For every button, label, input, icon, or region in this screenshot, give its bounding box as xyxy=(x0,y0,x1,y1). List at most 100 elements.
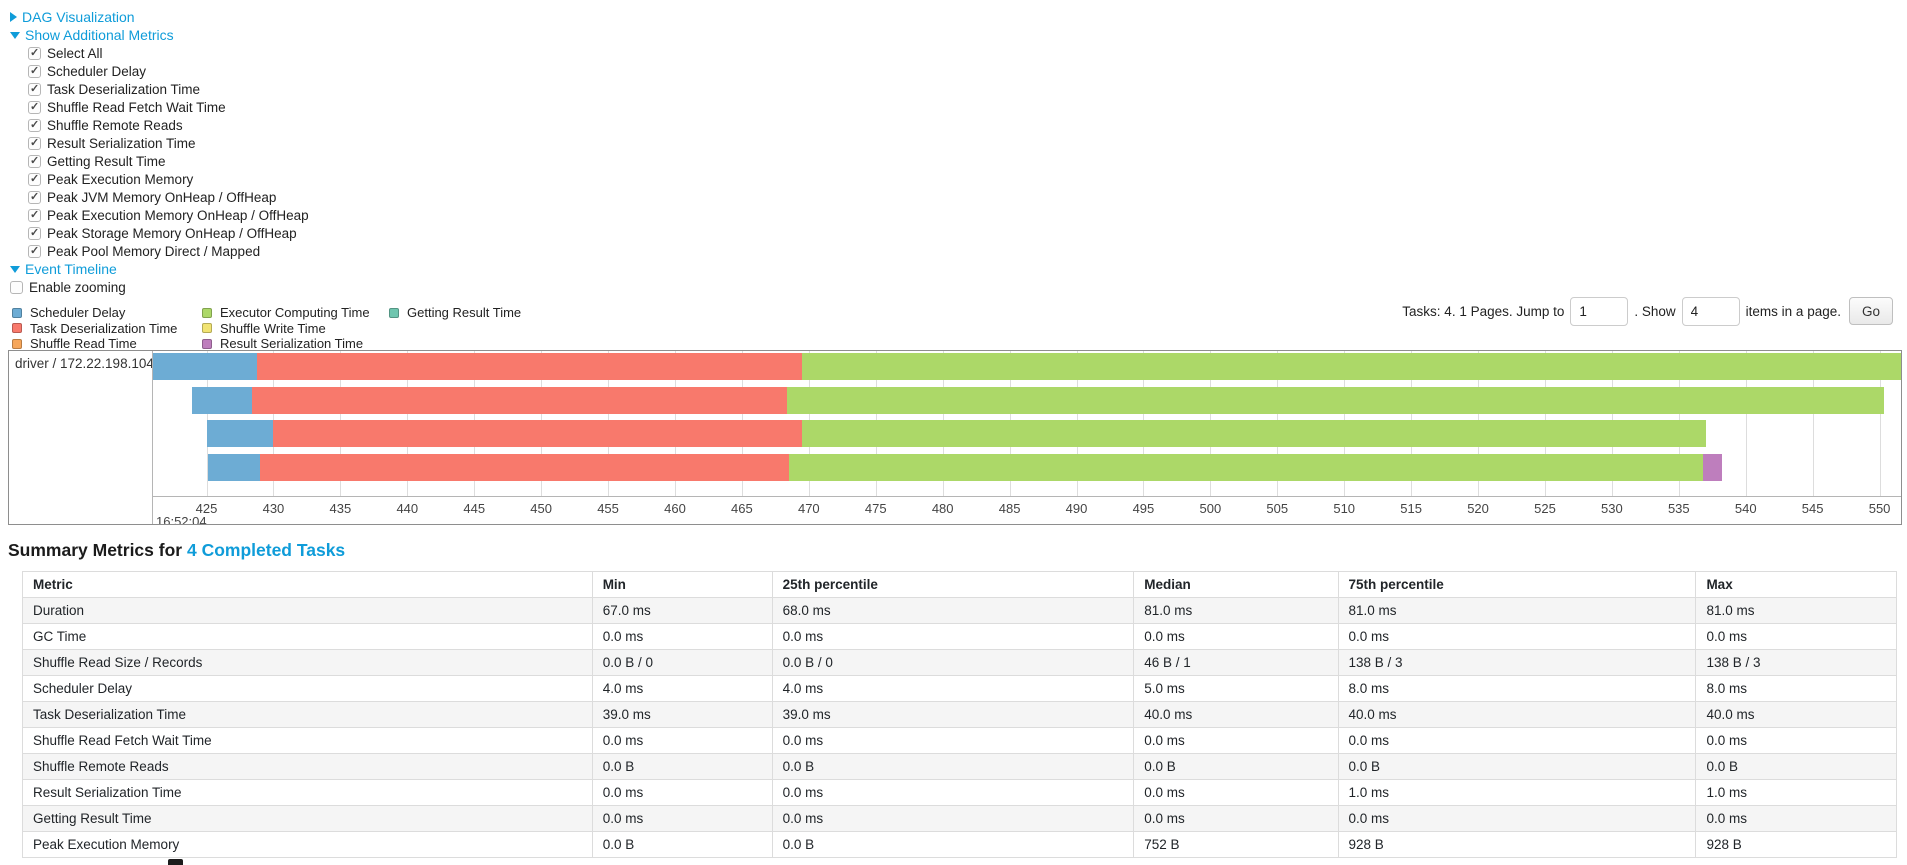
table-row: Duration 67.0 ms 68.0 ms 81.0 ms 81.0 ms 81.0… xyxy=(22,597,1897,624)
axis-tick-label: 515 xyxy=(1400,501,1422,516)
metric-value-cell: 138 B / 3 xyxy=(1337,649,1697,676)
axis-major-time-label: 16:52:04 xyxy=(156,514,207,524)
task-bar-result-serialization-segment xyxy=(1702,453,1722,481)
axis-tick-label: 435 xyxy=(329,501,352,516)
column-header: Max xyxy=(1695,571,1897,598)
task-bar-task-deserialization-segment xyxy=(252,386,788,414)
task-bar-scheduler-delay-segment xyxy=(191,386,253,414)
metric-checkbox[interactable] xyxy=(28,136,41,150)
metric-checkbox-row: Scheduler Delay xyxy=(28,62,309,80)
metric-value-cell: 39.0 ms xyxy=(591,701,773,728)
metric-checkbox-label: Getting Result Time xyxy=(47,153,166,169)
axis-tick-label: 520 xyxy=(1467,501,1489,516)
metric-value-cell: 81.0 ms xyxy=(1337,597,1697,624)
metric-checkbox-label: Peak Storage Memory OnHeap / OffHeap xyxy=(47,225,297,241)
metric-value-cell: 0.0 ms xyxy=(591,779,773,806)
task-bar-scheduler-delay-segment xyxy=(206,420,274,447)
metric-name-cell: Getting Result Time xyxy=(22,805,593,832)
summary-metrics-table: Metric Min 25th percentile Median 75th perce… xyxy=(22,571,1897,858)
legend-label: Getting Result Time xyxy=(407,305,522,321)
metric-value-cell: 0.0 ms xyxy=(1337,623,1697,650)
metric-checkbox-label: Scheduler Delay xyxy=(47,63,147,79)
completed-tasks-link[interactable]: 4 Completed Tasks xyxy=(186,540,346,560)
axis-tick-label: 525 xyxy=(1534,501,1556,516)
table-row: Result Serialization Time 0.0 ms 0.0 ms 0.0… xyxy=(22,779,1897,806)
jump-to-page-input[interactable] xyxy=(1570,296,1629,326)
metric-value-cell: 8.0 ms xyxy=(1695,675,1897,702)
task-bar-scheduler-delay-segment xyxy=(207,453,261,481)
getting-result-color-chip xyxy=(389,307,399,318)
show-additional-metrics-toggle[interactable]: Show Additional Metrics xyxy=(10,26,309,44)
metric-checkbox[interactable] xyxy=(28,82,41,96)
next-section-partial xyxy=(168,859,183,865)
legend-item: Getting Result Time xyxy=(389,305,589,321)
executor-group-label: driver / 172.22.198.104 xyxy=(15,356,152,371)
metric-name-cell: Duration xyxy=(22,597,593,624)
table-header: Metric Min 25th percentile Median 75th perce… xyxy=(22,571,1897,598)
metric-name-cell: Result Serialization Time xyxy=(22,779,593,806)
metric-checkbox-label: Select All xyxy=(47,45,103,61)
metric-checkbox[interactable] xyxy=(28,190,41,204)
metric-value-cell: 0.0 B xyxy=(591,831,773,858)
axis-tick-label: 500 xyxy=(1199,501,1222,516)
metric-checkbox[interactable] xyxy=(28,118,41,132)
metric-checkbox-row: Peak Storage Memory OnHeap / OffHeap xyxy=(28,224,309,242)
metric-value-cell: 8.0 ms xyxy=(1337,675,1697,702)
task-bar-task-deserialization-segment xyxy=(260,453,789,481)
metric-value-cell: 5.0 ms xyxy=(1133,675,1339,702)
axis-tick-label: 550 xyxy=(1868,501,1891,516)
metric-checkbox[interactable] xyxy=(28,46,41,60)
metric-value-cell: 4.0 ms xyxy=(591,675,773,702)
metric-checkbox-row: Peak Execution Memory xyxy=(28,170,309,188)
table-body: Duration 67.0 ms 68.0 ms 81.0 ms 81.0 ms 81.0… xyxy=(22,597,1897,858)
metric-value-cell: 0.0 ms xyxy=(591,727,773,754)
axis-tick-label: 540 xyxy=(1734,501,1757,516)
metric-value-cell: 0.0 ms xyxy=(1695,623,1897,650)
enable-zooming-checkbox[interactable] xyxy=(10,280,23,294)
metric-checkbox-row: Peak Pool Memory Direct / Mapped xyxy=(28,242,309,260)
pagination-summary-text: Tasks: 4. 1 Pages. Jump to xyxy=(1402,303,1565,319)
metric-checkbox[interactable] xyxy=(28,100,41,114)
metric-checkbox[interactable] xyxy=(28,244,41,258)
collapse-arrow-right-icon xyxy=(10,12,17,22)
metric-checkbox[interactable] xyxy=(28,172,41,186)
task-pagination: Tasks: 4. 1 Pages. Jump to . Show items … xyxy=(1402,295,1893,327)
metric-name-cell: Shuffle Read Size / Records xyxy=(22,649,593,676)
metric-name-cell: GC Time xyxy=(22,623,593,650)
metric-checkbox[interactable] xyxy=(28,208,41,222)
metric-value-cell: 81.0 ms xyxy=(1133,597,1339,624)
go-button[interactable]: Go xyxy=(1848,297,1893,325)
metric-checkbox-row: Select All xyxy=(28,44,309,62)
items-per-page-input[interactable] xyxy=(1681,296,1740,326)
metric-checkbox-label: Peak Execution Memory OnHeap / OffHeap xyxy=(47,207,309,223)
table-row: Peak Execution Memory 0.0 B 0.0 B 752 B 928 … xyxy=(22,831,1897,858)
legend-item: Result Serialization Time xyxy=(202,336,389,352)
metric-value-cell: 40.0 ms xyxy=(1133,701,1339,728)
metric-checkbox-label: Peak Execution Memory xyxy=(47,171,194,187)
metric-value-cell: 0.0 ms xyxy=(771,779,1135,806)
legend-label: Executor Computing Time xyxy=(220,305,370,321)
axis-tick-label: 495 xyxy=(1132,501,1155,516)
metric-name-cell: Peak Execution Memory xyxy=(22,831,593,858)
metric-value-cell: 40.0 ms xyxy=(1695,701,1897,728)
metric-value-cell: 0.0 ms xyxy=(771,805,1135,832)
metric-checkbox-label: Shuffle Read Fetch Wait Time xyxy=(47,99,226,115)
scheduler-delay-color-chip xyxy=(12,307,22,318)
axis-tick-label: 425 xyxy=(195,501,218,516)
axis-tick-label: 530 xyxy=(1601,501,1623,516)
metric-value-cell: 0.0 B xyxy=(771,753,1135,780)
metric-checkbox[interactable] xyxy=(28,226,41,240)
axis-tick-label: 430 xyxy=(262,501,285,516)
axis-tick-label: 535 xyxy=(1667,501,1690,516)
metric-value-cell: 0.0 B / 0 xyxy=(591,649,773,676)
event-timeline-chart: driver / 172.22.198.104 16:52:04 425 430 4… xyxy=(8,350,1902,525)
metric-checkbox[interactable] xyxy=(28,154,41,168)
task-bar-scheduler-delay-segment xyxy=(153,353,258,380)
event-timeline-toggle[interactable]: Event Timeline xyxy=(10,260,309,278)
dag-visualization-toggle[interactable]: DAG Visualization xyxy=(10,8,309,26)
collapse-arrow-down-icon xyxy=(10,31,20,39)
axis-tick-label: 440 xyxy=(396,501,419,516)
metric-value-cell: 928 B xyxy=(1695,831,1897,858)
metric-checkbox[interactable] xyxy=(28,64,41,78)
metric-value-cell: 0.0 ms xyxy=(1133,727,1339,754)
